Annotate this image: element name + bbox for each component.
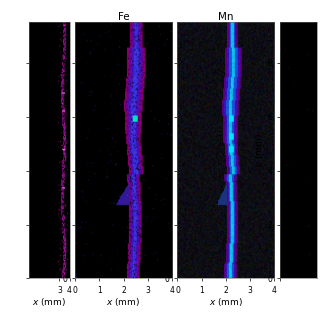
X-axis label: $x$ (mm): $x$ (mm) — [107, 296, 140, 308]
Y-axis label: $y$ (mm): $y$ (mm) — [48, 133, 61, 167]
Y-axis label: $y$ (mm): $y$ (mm) — [150, 133, 164, 167]
Title: Fe: Fe — [118, 12, 129, 22]
Title: Mn: Mn — [218, 12, 234, 22]
X-axis label: $x$ (mm): $x$ (mm) — [32, 296, 66, 308]
X-axis label: $x$ (mm): $x$ (mm) — [209, 296, 243, 308]
Y-axis label: $y$ (mm): $y$ (mm) — [253, 133, 266, 167]
